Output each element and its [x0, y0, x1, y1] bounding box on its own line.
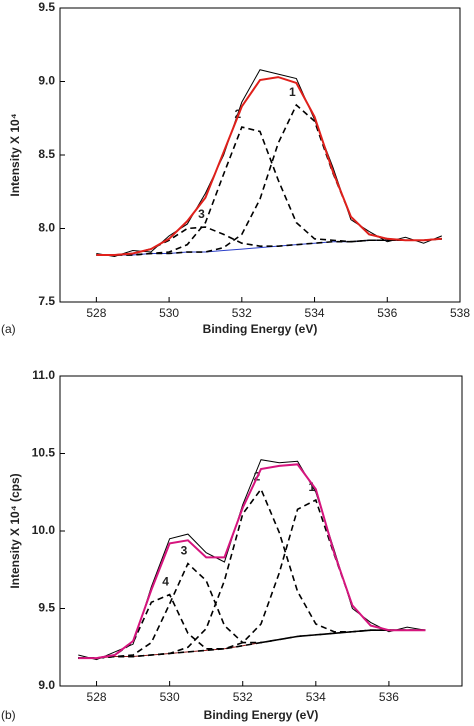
y-tick-label: 7.5 [38, 294, 55, 308]
x-tick-label: 534 [306, 690, 326, 704]
panel-label: (a) [1, 322, 16, 336]
series-line [96, 69, 443, 257]
series-line [96, 76, 442, 256]
y-axis-title: Intensity X 10⁴ [8, 113, 22, 196]
y-tick-label: 10.0 [32, 523, 56, 537]
peak-label: 1 [308, 480, 315, 494]
series-line [78, 562, 426, 659]
peak-label: 4 [162, 575, 169, 589]
y-axis-title: Intensity X 10⁴ (cps) [8, 473, 22, 588]
panel-label: (b) [1, 708, 16, 722]
y-tick-label: 9.5 [38, 0, 55, 14]
x-tick-label: 538 [450, 306, 470, 320]
x-tick-label: 530 [160, 690, 180, 704]
y-tick-label: 9.0 [38, 74, 55, 88]
y-tick-label: 10.5 [32, 446, 56, 460]
series-line [78, 593, 426, 659]
plot-frame [59, 375, 463, 687]
peak-label: 3 [181, 544, 188, 558]
x-tick-label: 536 [379, 690, 399, 704]
series-line [96, 226, 442, 256]
x-tick-label: 528 [87, 690, 107, 704]
x-tick-label: 532 [233, 690, 253, 704]
plot-frame [59, 7, 461, 303]
x-tick-label: 536 [377, 306, 397, 320]
x-tick-label: 528 [86, 306, 106, 320]
y-tick-label: 9.5 [38, 601, 55, 615]
y-tick-label: 8.5 [38, 147, 55, 161]
peak-label: 3 [198, 207, 205, 221]
series-line [78, 498, 426, 659]
y-tick-label: 8.0 [38, 221, 55, 235]
series-line [78, 487, 426, 659]
x-axis-title: Binding Energy (eV) [204, 708, 319, 722]
x-axis-title: Binding Energy (eV) [203, 322, 318, 336]
series-line [96, 103, 442, 256]
peak-label: 1 [289, 85, 296, 99]
x-tick-label: 534 [305, 306, 325, 320]
series-line [96, 126, 442, 256]
y-tick-label: 11.0 [32, 368, 55, 382]
x-tick-label: 532 [232, 306, 252, 320]
series-line [78, 463, 426, 660]
x-tick-label: 530 [159, 306, 179, 320]
y-tick-label: 9.0 [38, 678, 55, 692]
